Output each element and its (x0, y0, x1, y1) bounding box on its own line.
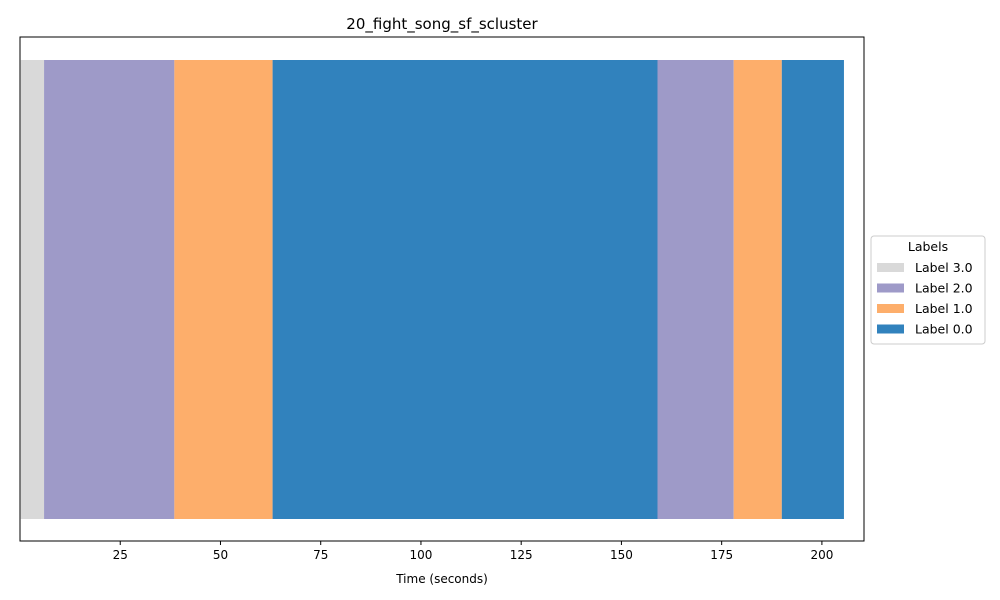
x-tick-label-3: 100 (409, 548, 432, 562)
x-tick-label-2: 75 (313, 548, 328, 562)
x-axis-label: Time (seconds) (395, 572, 488, 586)
legend-swatch-2 (877, 304, 904, 313)
legend-swatch-0 (877, 263, 904, 272)
segment-0 (20, 60, 45, 519)
legend-title: Labels (908, 239, 948, 254)
segment-4 (657, 60, 734, 519)
legend-swatch-1 (877, 283, 904, 293)
segment-3 (272, 60, 658, 519)
x-tick-label-4: 125 (510, 548, 533, 562)
x-tick-label-0: 25 (113, 548, 128, 562)
legend-swatch-3 (877, 324, 904, 334)
legend-label-3: Label 0.0 (915, 322, 973, 337)
x-axis-ticks: 25 50 75 100 125 150 175 200 (113, 541, 833, 562)
x-tick-label-1: 50 (213, 548, 228, 562)
segment-2 (174, 60, 273, 519)
legend-label-0: Label 3.0 (915, 260, 973, 275)
plot-frame (19, 36, 865, 542)
x-tick-label-7: 200 (810, 548, 833, 562)
x-tick-label-6: 175 (710, 548, 733, 562)
chart-title: 20_fight_song_sf_scluster (346, 15, 538, 34)
x-tick-label-5: 150 (610, 548, 633, 562)
segment-5 (733, 60, 782, 519)
legend-entries: Label 3.0 Label 2.0 Label 1.0 Label 0.0 (877, 260, 973, 337)
segments-layer (20, 60, 844, 519)
legend-label-2: Label 1.0 (915, 301, 973, 316)
segment-1 (44, 60, 175, 519)
legend-label-1: Label 2.0 (915, 281, 973, 296)
segment-6 (781, 60, 844, 519)
